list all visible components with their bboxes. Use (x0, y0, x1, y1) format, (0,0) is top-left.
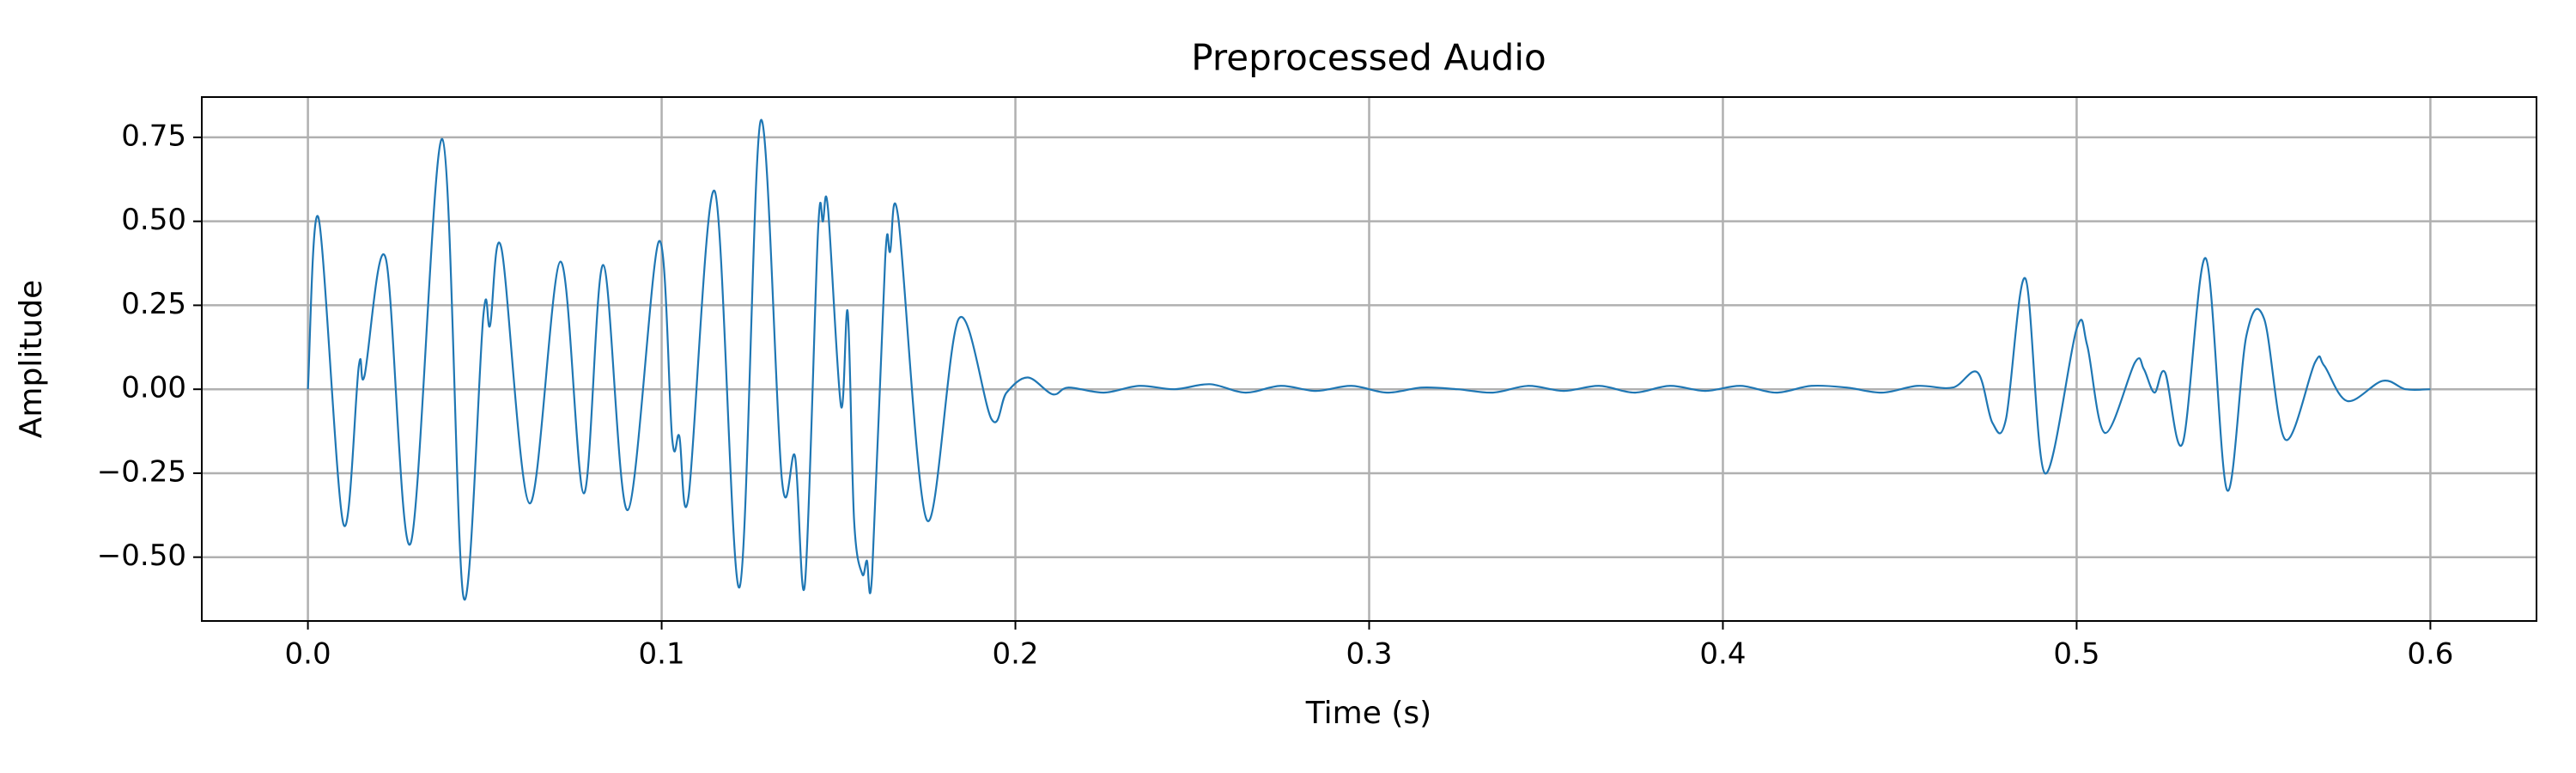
y-tick-label: 0.00 (121, 371, 186, 405)
x-tick-label: 0.5 (2053, 637, 2099, 672)
x-tick-label: 0.0 (285, 637, 331, 672)
y-tick-label: 0.25 (121, 287, 186, 321)
y-axis-label: Amplitude (14, 280, 49, 438)
chart-title: Preprocessed Audio (1191, 37, 1546, 79)
y-tick-label: 0.75 (121, 119, 186, 153)
x-tick-label: 0.6 (2407, 637, 2453, 672)
x-tick-label: 0.2 (992, 637, 1038, 672)
x-tick-label: 0.4 (1699, 637, 1746, 672)
x-axis-label: Time (s) (1305, 696, 1431, 731)
plot-frame (201, 96, 2537, 622)
y-tick-label: −0.50 (97, 539, 186, 573)
y-tick-label: −0.25 (97, 454, 186, 489)
x-tick-label: 0.1 (639, 637, 685, 672)
waveform-line (307, 119, 2431, 601)
y-tick-label: 0.50 (121, 203, 186, 237)
x-tick-label: 0.3 (1346, 637, 1392, 672)
